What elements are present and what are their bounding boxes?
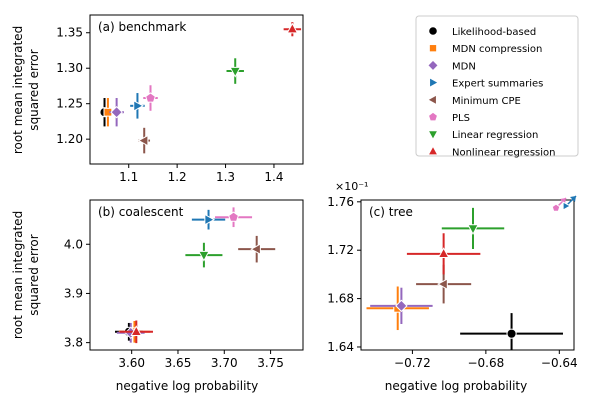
point-expert-summaries — [204, 213, 216, 226]
point-mdn — [110, 105, 123, 119]
y-tick-label-tree: 1.72 — [327, 243, 354, 257]
legend-marker-likelihood-based — [428, 26, 438, 36]
y-tick-label-benchmark: 1.30 — [56, 61, 83, 75]
plot-frame-coalescent — [89, 199, 304, 351]
legend-label: MDN — [452, 61, 476, 72]
points-tree — [366, 207, 563, 350]
point-pls — [228, 211, 239, 222]
legend-entry-likelihood-based: Likelihood-based — [428, 26, 536, 38]
y-tick-label-coalescent: 3.9 — [64, 286, 83, 300]
y-tick-label-coalescent: 4.0 — [64, 237, 83, 251]
y-tick-label-benchmark: 1.35 — [56, 26, 83, 40]
legend-marker-minimum-cpe — [426, 94, 437, 106]
x-tick-label-benchmark: 1.2 — [168, 170, 187, 184]
legend-label: Expert summaries — [452, 79, 543, 90]
point-linear-regression — [467, 224, 479, 235]
legend-frame — [415, 15, 579, 157]
legend-label: PLS — [452, 113, 470, 124]
shared-ylabel-b-line2: squared error — [27, 234, 41, 315]
legend-entry-pls: PLS — [427, 111, 470, 124]
point-pls — [145, 92, 156, 103]
legend-marker-pls — [427, 111, 439, 122]
x-tick-label-coalescent: 3.70 — [211, 356, 238, 370]
y-tick-label-benchmark: 1.20 — [56, 132, 83, 146]
panel-benchmark: 1.1 1.2 1.3 1.4 1.20 1.25 1.30 1.35 (a) benchmar… — [56, 14, 304, 184]
y-tick-label-tree: 1.64 — [327, 340, 354, 354]
legend-marker-linear-regression — [427, 130, 439, 141]
axis-multiplier: ×10⁻¹ — [335, 180, 368, 193]
points-benchmark — [99, 22, 302, 154]
legend-marker-mdn-compression — [428, 44, 438, 53]
y-tick-label-coalescent: 3.8 — [64, 336, 83, 350]
panel-title-coalescent: (b) coalescent — [98, 205, 184, 219]
legend-label: MDN compression — [452, 44, 542, 55]
off-scale-arrowhead-expert-summaries — [570, 196, 576, 202]
xlabel-coalescent: negative log probability — [116, 379, 258, 393]
point-minimum-cpe — [437, 278, 448, 290]
x-tick-label-coalescent: 3.60 — [118, 356, 145, 370]
plot-frame-benchmark — [89, 14, 304, 165]
x-tick-label-coalescent: 3.75 — [257, 356, 284, 370]
legend-entry-mdn: MDN — [427, 59, 476, 72]
legend-marker-expert-summaries — [429, 77, 440, 89]
legend-entry-minimum-cpe: Minimum CPE — [426, 94, 521, 107]
x-tick-label-benchmark: 1.3 — [216, 170, 235, 184]
legend-label: Likelihood-based — [452, 27, 536, 38]
point-expert-summaries — [133, 99, 144, 112]
panel-title-tree: (c) tree — [369, 205, 413, 219]
x-tick-label-benchmark: 1.1 — [119, 170, 138, 184]
shared-ylabel-line1: root mean integrated — [11, 26, 25, 154]
point-linear-regression — [198, 250, 210, 262]
panel-title-benchmark: (a) benchmark — [98, 20, 186, 34]
xlabel-tree: negative log probability — [385, 379, 527, 393]
point-mdn — [395, 299, 408, 313]
legend-label: Linear regression — [452, 130, 538, 141]
points-coalescent — [115, 207, 276, 344]
x-tick-label-tree: −0.64 — [541, 356, 578, 370]
point-nonlinear-regression — [286, 22, 299, 34]
legend: Likelihood-based MDN compression MDN Expert… — [415, 15, 579, 158]
legend-entry-nonlinear-regression: Nonlinear regression — [427, 145, 556, 158]
point-linear-regression — [229, 66, 242, 78]
y-tick-label-tree: 1.76 — [327, 195, 354, 209]
point-likelihood-based — [506, 328, 517, 339]
shared-ylabel-b-line1: root mean integrated — [11, 211, 25, 339]
y-tick-label-tree: 1.68 — [327, 292, 354, 306]
legend-entry-mdn-compression: MDN compression — [428, 44, 542, 55]
point-minimum-cpe — [137, 134, 149, 147]
legend-marker-mdn — [427, 59, 439, 72]
x-tick-label-coalescent: 3.65 — [165, 356, 192, 370]
shared-ylabel-line2: squared error — [27, 49, 41, 130]
legend-label: Minimum CPE — [452, 96, 521, 107]
y-tick-label-benchmark: 1.25 — [56, 97, 83, 111]
panel-coalescent: 3.60 3.65 3.70 3.75 3.8 3.9 4.0 (b) coalescent — [64, 199, 304, 370]
point-nonlinear-regression — [437, 247, 450, 259]
point-minimum-cpe — [250, 243, 261, 256]
off-scale-marker-pls — [551, 203, 561, 212]
x-tick-label-tree: −0.68 — [467, 356, 504, 370]
x-tick-label-tree: −0.72 — [394, 356, 431, 370]
x-tick-label-benchmark: 1.4 — [264, 170, 283, 184]
legend-entry-linear-regression: Linear regression — [427, 130, 538, 141]
legend-marker-nonlinear-regression — [427, 145, 439, 156]
point-nonlinear-regression — [130, 325, 143, 336]
off-scale-marker-expert-summaries — [562, 201, 572, 211]
panel-tree: −0.72 −0.68 −0.64 1.64 1.68 1.72 1.76 (c) tree — [327, 195, 577, 370]
legend-label: Nonlinear regression — [452, 147, 556, 158]
legend-entry-expert-summaries: Expert summaries — [429, 77, 543, 90]
plot-frame-tree — [360, 199, 575, 351]
